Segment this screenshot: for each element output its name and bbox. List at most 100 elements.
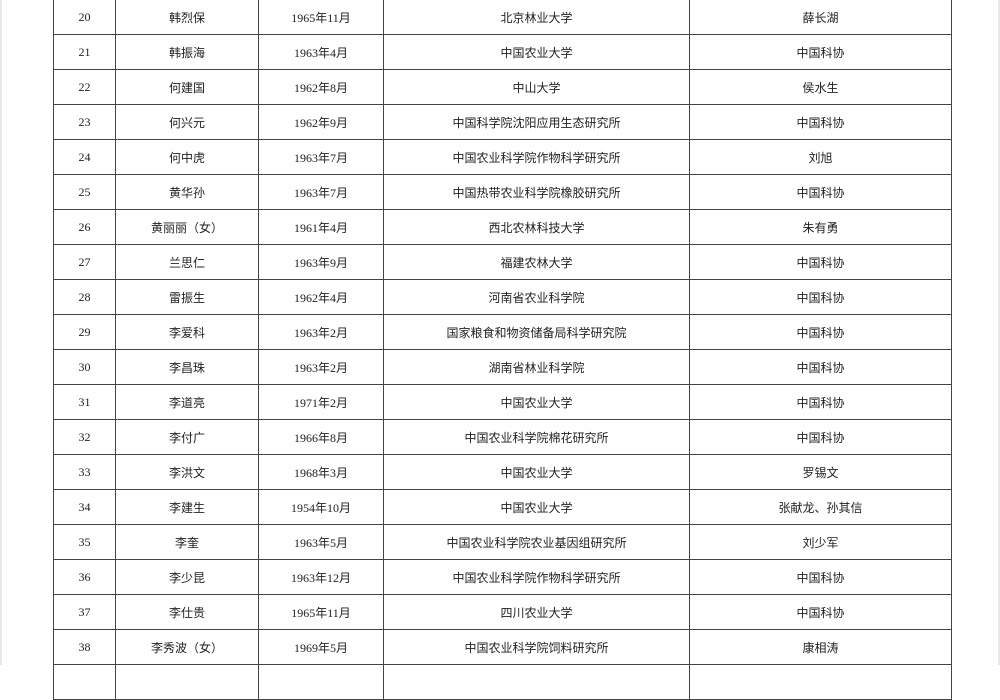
recommender-cell: 张献龙、孙其信 bbox=[689, 489, 952, 525]
table-row: 29 李爱科 1963年2月 国家粮食和物资储备局科学研究院 中国科协 bbox=[53, 314, 952, 350]
row-number-cell: 38 bbox=[53, 629, 116, 665]
table-row: 31 李道亮 1971年2月 中国农业大学 中国科协 bbox=[53, 384, 952, 420]
recommender-cell: 罗锡文 bbox=[689, 454, 952, 490]
table-row bbox=[53, 664, 952, 700]
recommender-cell: 刘旭 bbox=[689, 139, 952, 175]
person-name-cell: 李建生 bbox=[115, 489, 259, 525]
table-row: 25 黄华孙 1963年7月 中国热带农业科学院橡胶研究所 中国科协 bbox=[53, 174, 952, 210]
table-row: 34 李建生 1954年10月 中国农业大学 张献龙、孙其信 bbox=[53, 489, 952, 525]
recommender-cell: 康相涛 bbox=[689, 629, 952, 665]
birth-date-cell: 1963年2月 bbox=[258, 314, 384, 350]
birth-date-cell: 1962年8月 bbox=[258, 69, 384, 105]
birth-date-cell: 1954年10月 bbox=[258, 489, 384, 525]
work-unit-cell: 中国农业科学院饲料研究所 bbox=[383, 629, 690, 665]
birth-date-cell: 1963年4月 bbox=[258, 34, 384, 70]
birth-date-cell: 1963年9月 bbox=[258, 244, 384, 280]
person-name-cell: 何兴元 bbox=[115, 104, 259, 140]
row-number-cell: 28 bbox=[53, 279, 116, 315]
person-name-cell: 李道亮 bbox=[115, 384, 259, 420]
row-number-cell bbox=[53, 664, 116, 700]
work-unit-cell bbox=[383, 664, 690, 700]
person-name-cell: 李付广 bbox=[115, 419, 259, 455]
recommender-cell: 中国科协 bbox=[689, 419, 952, 455]
birth-date-cell: 1965年11月 bbox=[258, 594, 384, 630]
recommender-cell: 中国科协 bbox=[689, 174, 952, 210]
table-row: 24 何中虎 1963年7月 中国农业科学院作物科学研究所 刘旭 bbox=[53, 139, 952, 175]
work-unit-cell: 中国农业科学院棉花研究所 bbox=[383, 419, 690, 455]
row-number-cell: 29 bbox=[53, 314, 116, 350]
work-unit-cell: 湖南省林业科学院 bbox=[383, 349, 690, 385]
birth-date-cell: 1963年5月 bbox=[258, 524, 384, 560]
row-number-cell: 24 bbox=[53, 139, 116, 175]
person-name-cell: 李洪文 bbox=[115, 454, 259, 490]
birth-date-cell: 1968年3月 bbox=[258, 454, 384, 490]
person-name-cell: 李昌珠 bbox=[115, 349, 259, 385]
page-right-edge bbox=[998, 0, 1000, 665]
birth-date-cell: 1966年8月 bbox=[258, 419, 384, 455]
person-name-cell: 何建国 bbox=[115, 69, 259, 105]
row-number-cell: 31 bbox=[53, 384, 116, 420]
recommender-cell: 中国科协 bbox=[689, 34, 952, 70]
work-unit-cell: 中国科学院沈阳应用生态研究所 bbox=[383, 104, 690, 140]
person-name-cell: 李奎 bbox=[115, 524, 259, 560]
row-number-cell: 23 bbox=[53, 104, 116, 140]
candidate-table: 20 韩烈保 1965年11月 北京林业大学 薛长湖 21 韩振海 1963年4月 中国农业大学… bbox=[53, 0, 952, 700]
table-row: 32 李付广 1966年8月 中国农业科学院棉花研究所 中国科协 bbox=[53, 419, 952, 455]
recommender-cell: 中国科协 bbox=[689, 349, 952, 385]
row-number-cell: 35 bbox=[53, 524, 116, 560]
row-number-cell: 36 bbox=[53, 559, 116, 595]
work-unit-cell: 四川农业大学 bbox=[383, 594, 690, 630]
person-name-cell: 李少昆 bbox=[115, 559, 259, 595]
table-row: 30 李昌珠 1963年2月 湖南省林业科学院 中国科协 bbox=[53, 349, 952, 385]
birth-date-cell: 1963年7月 bbox=[258, 174, 384, 210]
work-unit-cell: 中国农业科学院作物科学研究所 bbox=[383, 559, 690, 595]
recommender-cell: 中国科协 bbox=[689, 279, 952, 315]
birth-date-cell: 1962年9月 bbox=[258, 104, 384, 140]
table-row: 33 李洪文 1968年3月 中国农业大学 罗锡文 bbox=[53, 454, 952, 490]
birth-date-cell: 1963年2月 bbox=[258, 349, 384, 385]
recommender-cell: 中国科协 bbox=[689, 559, 952, 595]
row-number-cell: 20 bbox=[53, 0, 116, 35]
row-number-cell: 21 bbox=[53, 34, 116, 70]
birth-date-cell: 1965年11月 bbox=[258, 0, 384, 35]
table-row: 26 黄丽丽（女） 1961年4月 西北农林科技大学 朱有勇 bbox=[53, 209, 952, 245]
recommender-cell: 中国科协 bbox=[689, 314, 952, 350]
recommender-cell: 侯水生 bbox=[689, 69, 952, 105]
person-name-cell: 李仕贵 bbox=[115, 594, 259, 630]
work-unit-cell: 中国农业大学 bbox=[383, 34, 690, 70]
work-unit-cell: 中国农业大学 bbox=[383, 454, 690, 490]
table-row: 35 李奎 1963年5月 中国农业科学院农业基因组研究所 刘少军 bbox=[53, 524, 952, 560]
person-name-cell: 李秀波（女） bbox=[115, 629, 259, 665]
row-number-cell: 26 bbox=[53, 209, 116, 245]
work-unit-cell: 福建农林大学 bbox=[383, 244, 690, 280]
work-unit-cell: 北京林业大学 bbox=[383, 0, 690, 35]
work-unit-cell: 国家粮食和物资储备局科学研究院 bbox=[383, 314, 690, 350]
birth-date-cell: 1961年4月 bbox=[258, 209, 384, 245]
row-number-cell: 37 bbox=[53, 594, 116, 630]
person-name-cell: 何中虎 bbox=[115, 139, 259, 175]
recommender-cell bbox=[689, 664, 952, 700]
birth-date-cell: 1971年2月 bbox=[258, 384, 384, 420]
recommender-cell: 朱有勇 bbox=[689, 209, 952, 245]
work-unit-cell: 西北农林科技大学 bbox=[383, 209, 690, 245]
work-unit-cell: 中国热带农业科学院橡胶研究所 bbox=[383, 174, 690, 210]
birth-date-cell: 1962年4月 bbox=[258, 279, 384, 315]
row-number-cell: 33 bbox=[53, 454, 116, 490]
table-row: 38 李秀波（女） 1969年5月 中国农业科学院饲料研究所 康相涛 bbox=[53, 629, 952, 665]
table-row: 37 李仕贵 1965年11月 四川农业大学 中国科协 bbox=[53, 594, 952, 630]
table-row: 27 兰思仁 1963年9月 福建农林大学 中国科协 bbox=[53, 244, 952, 280]
person-name-cell: 雷振生 bbox=[115, 279, 259, 315]
table-row: 36 李少昆 1963年12月 中国农业科学院作物科学研究所 中国科协 bbox=[53, 559, 952, 595]
work-unit-cell: 中国农业科学院作物科学研究所 bbox=[383, 139, 690, 175]
table-row: 21 韩振海 1963年4月 中国农业大学 中国科协 bbox=[53, 34, 952, 70]
work-unit-cell: 中山大学 bbox=[383, 69, 690, 105]
person-name-cell bbox=[115, 664, 259, 700]
row-number-cell: 32 bbox=[53, 419, 116, 455]
row-number-cell: 34 bbox=[53, 489, 116, 525]
birth-date-cell: 1963年7月 bbox=[258, 139, 384, 175]
birth-date-cell: 1963年12月 bbox=[258, 559, 384, 595]
work-unit-cell: 河南省农业科学院 bbox=[383, 279, 690, 315]
person-name-cell: 韩振海 bbox=[115, 34, 259, 70]
table-row: 23 何兴元 1962年9月 中国科学院沈阳应用生态研究所 中国科协 bbox=[53, 104, 952, 140]
recommender-cell: 刘少军 bbox=[689, 524, 952, 560]
